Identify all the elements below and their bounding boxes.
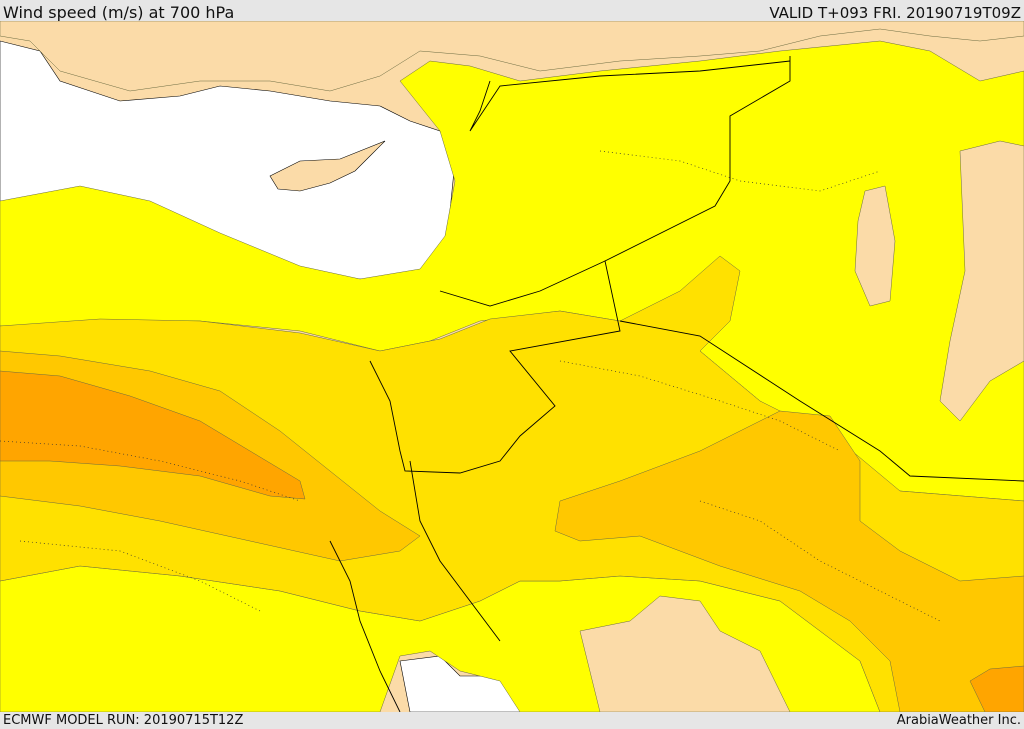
calm-patch-east bbox=[939, 140, 1024, 422]
calm-patch-arabia bbox=[579, 595, 791, 712]
calm-patch-iraq bbox=[854, 185, 896, 307]
valid-time: VALID T+093 FRI. 20190719T09Z bbox=[769, 4, 1021, 22]
credit-label: ArabiaWeather Inc. bbox=[896, 713, 1021, 728]
speed-band-4 bbox=[0, 370, 306, 500]
country-borders bbox=[329, 56, 1024, 712]
speed-band-2 bbox=[0, 255, 1024, 712]
calm-patch-north bbox=[0, 21, 1024, 92]
model-run-label: ECMWF MODEL RUN: 20190715T12Z bbox=[3, 713, 244, 728]
wind-speed-map bbox=[0, 21, 1024, 712]
chart-title: Wind speed (m/s) at 700 hPa bbox=[3, 3, 235, 22]
region-boundaries bbox=[0, 150, 941, 622]
header-bar: Wind speed (m/s) at 700 hPa VALID T+093 … bbox=[0, 0, 1024, 22]
speed-band-4-corner bbox=[969, 665, 1024, 712]
speed-band-3-east bbox=[554, 410, 1024, 712]
footer-bar: ECMWF MODEL RUN: 20190715T12Z ArabiaWeat… bbox=[0, 712, 1024, 729]
cyprus bbox=[269, 140, 386, 192]
